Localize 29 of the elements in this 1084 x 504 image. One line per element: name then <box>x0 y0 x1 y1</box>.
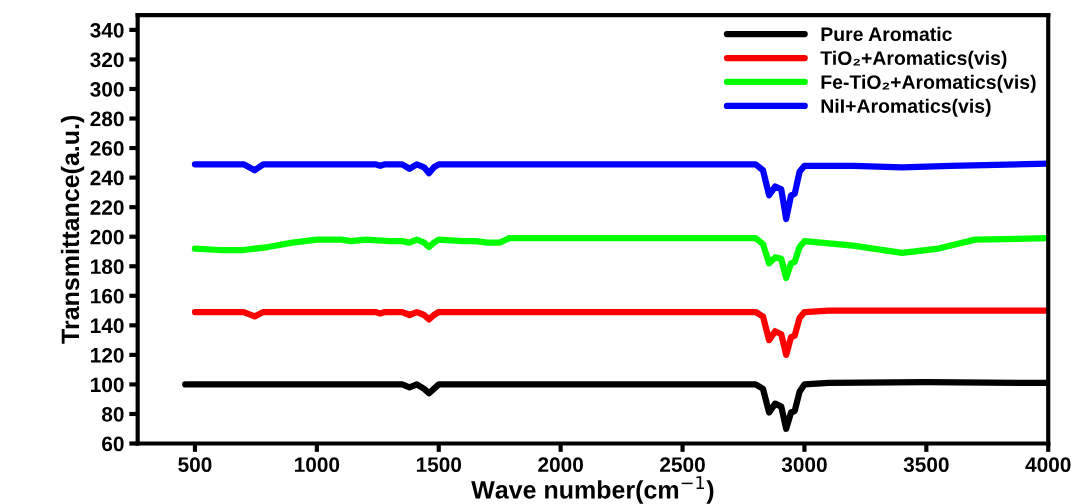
legend-label: Fe-TiO₂+Aromatics(vis) <box>821 74 1036 93</box>
x-tick-label: 3500 <box>903 457 949 473</box>
y-axis-title: Transmittance(a.u.) <box>60 115 85 344</box>
y-tick-label: 280 <box>90 111 124 127</box>
legend-label: TiO₂+Aromatics(vis) <box>820 50 1007 69</box>
y-tick-label: 180 <box>91 259 124 274</box>
x-tick-label: 4000 <box>1025 457 1071 473</box>
y-tick-label: 240 <box>90 170 124 186</box>
y-tick-label: 60 <box>102 436 124 452</box>
legend-label: Pure Aromatic <box>821 26 952 42</box>
y-tick-label: 120 <box>91 347 124 363</box>
x-tick-label: 2000 <box>538 457 583 473</box>
y-tick-label: 200 <box>90 229 124 245</box>
y-tick-label: 260 <box>90 141 124 156</box>
y-tick-label: 220 <box>90 200 124 215</box>
y-tick-label: 320 <box>90 52 124 68</box>
y-tick-label: 80 <box>101 406 124 422</box>
y-tick-label: 340 <box>90 22 124 38</box>
legend-label: NiI+Aromatics(vis) <box>821 98 991 117</box>
x-axis-title: Wave number(cm$^{−1}$) <box>471 476 714 504</box>
y-tick-label: 140 <box>91 318 124 334</box>
x-tick-label: 500 <box>178 457 212 473</box>
y-tick-label: 160 <box>91 288 124 304</box>
x-tick-label: 1500 <box>416 457 462 473</box>
x-tick-label: 1000 <box>295 457 340 473</box>
y-tick-label: 300 <box>90 81 124 97</box>
x-tick-label: 3000 <box>781 457 827 473</box>
y-tick-label: 100 <box>91 377 124 393</box>
x-tick-label: 2500 <box>660 457 705 473</box>
